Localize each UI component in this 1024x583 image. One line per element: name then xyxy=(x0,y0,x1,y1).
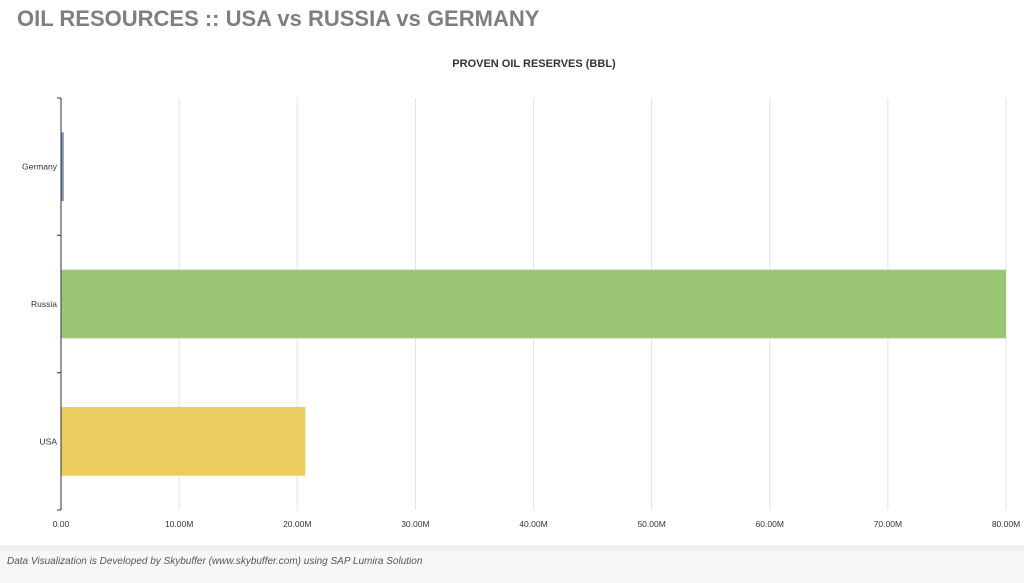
bar-germany xyxy=(61,132,64,201)
y-tick-label: Russia xyxy=(31,299,57,309)
y-tick-label: Germany xyxy=(22,162,58,172)
footer-divider xyxy=(0,545,1024,551)
footer-credit: Data Visualization is Developed by Skybu… xyxy=(7,556,423,567)
bar-chart-svg: PROVEN OIL RESERVES (BBL) 0.00 10.00M 20.0… xyxy=(22,58,1020,529)
x-tick-label: 80.00M xyxy=(992,519,1020,529)
x-tick-label: 60.00M xyxy=(756,519,784,529)
x-tick-label: 40.00M xyxy=(519,519,547,529)
x-tick-label: 0.00 xyxy=(53,519,70,529)
x-tick-label: 10.00M xyxy=(165,519,193,529)
chart-title: PROVEN OIL RESERVES (BBL) xyxy=(452,58,616,70)
page-title: OIL RESOURCES :: USA vs RUSSIA vs GERMAN… xyxy=(17,6,540,31)
oil-reserves-chart: PROVEN OIL RESERVES (BBL) 0.00 10.00M 20.0… xyxy=(22,58,1020,529)
bars xyxy=(61,132,1006,476)
x-tick-label: 70.00M xyxy=(874,519,902,529)
x-tick-label: 30.00M xyxy=(401,519,429,529)
bar-usa xyxy=(61,407,306,476)
x-tick-label: 20.00M xyxy=(283,519,311,529)
x-tick-label: 50.00M xyxy=(637,519,665,529)
axes: 0.00 10.00M 20.00M 30.00M 40.00M 50.00M 60.00M… xyxy=(22,97,1020,529)
y-tick-label: USA xyxy=(40,436,58,446)
bar-russia xyxy=(61,269,1006,339)
footer: Data Visualization is Developed by Skybu… xyxy=(0,545,1024,583)
